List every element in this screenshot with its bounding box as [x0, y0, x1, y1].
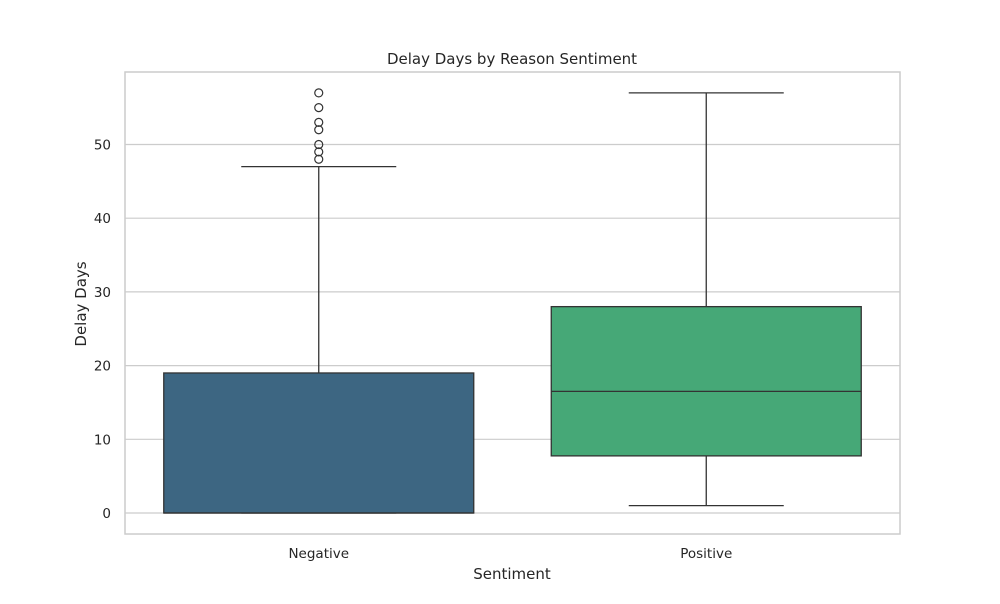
plot-frame: [124, 71, 901, 535]
outlier-point: [314, 125, 324, 135]
box-layer: [163, 88, 862, 514]
chart-title: Delay Days by Reason Sentiment: [387, 50, 637, 68]
y-axis-label: Delay Days: [72, 261, 90, 346]
x-axis-label: Sentiment: [473, 565, 551, 583]
outlier-point: [314, 117, 324, 127]
x-tick-label: Negative: [288, 546, 349, 562]
y-tick-label: 20: [94, 359, 111, 375]
outlier-point: [314, 147, 324, 157]
tick-layer: 0 10 20 30 40 50 Negative Positive: [94, 138, 732, 563]
x-tick-label: Positive: [680, 546, 732, 562]
y-tick-label: 30: [94, 285, 111, 301]
outlier-point: [314, 139, 324, 150]
box-negative: [163, 372, 475, 514]
outlier-point: [314, 88, 324, 98]
outlier-point: [314, 154, 324, 164]
y-tick-label: 50: [94, 138, 111, 154]
box-positive: [550, 305, 862, 457]
y-tick-label: 40: [94, 211, 111, 227]
y-tick-label: 0: [102, 506, 111, 522]
outlier-point: [314, 103, 324, 113]
y-tick-label: 10: [94, 432, 111, 448]
